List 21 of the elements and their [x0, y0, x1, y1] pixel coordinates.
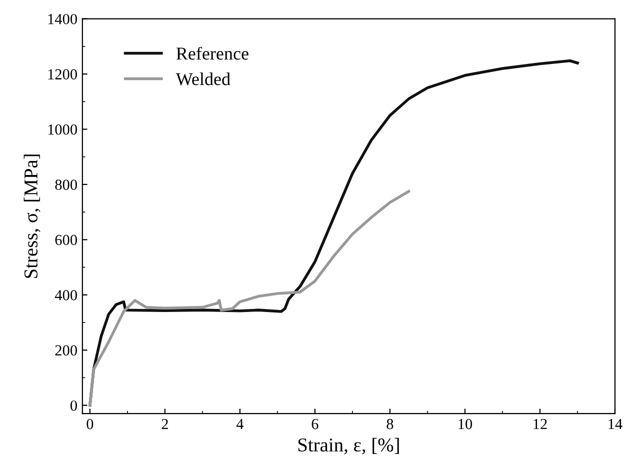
- legend-label: Reference: [176, 46, 248, 60]
- y-tick-label: 200: [55, 345, 77, 356]
- x-tick-label: 2: [162, 418, 168, 430]
- legend-label: Welded: [176, 72, 230, 86]
- x-tick-label: 6: [312, 418, 318, 430]
- y-tick-label: 1400: [48, 14, 77, 24]
- x-axis-title: Strain, ε, [%]: [298, 438, 399, 454]
- x-tick-label: 0: [86, 418, 94, 430]
- y-tick-label: 0: [70, 400, 77, 411]
- y-tick-label: 600: [55, 234, 77, 246]
- x-tick-label: 12: [534, 418, 547, 430]
- x-tick-label: 14: [608, 418, 622, 430]
- x-tick-label: 8: [386, 418, 394, 430]
- x-tick-label: 10: [458, 418, 472, 430]
- y-tick-label: 400: [54, 290, 77, 300]
- line-series: [88, 190, 410, 407]
- x-tick-label: 4: [236, 419, 244, 430]
- y-tick-label: 1000: [48, 124, 77, 135]
- y-axis-title: Stress, σ, [MPa]: [24, 154, 40, 278]
- y-tick-label: 1200: [48, 69, 77, 80]
- y-tick-label: 800: [55, 180, 77, 190]
